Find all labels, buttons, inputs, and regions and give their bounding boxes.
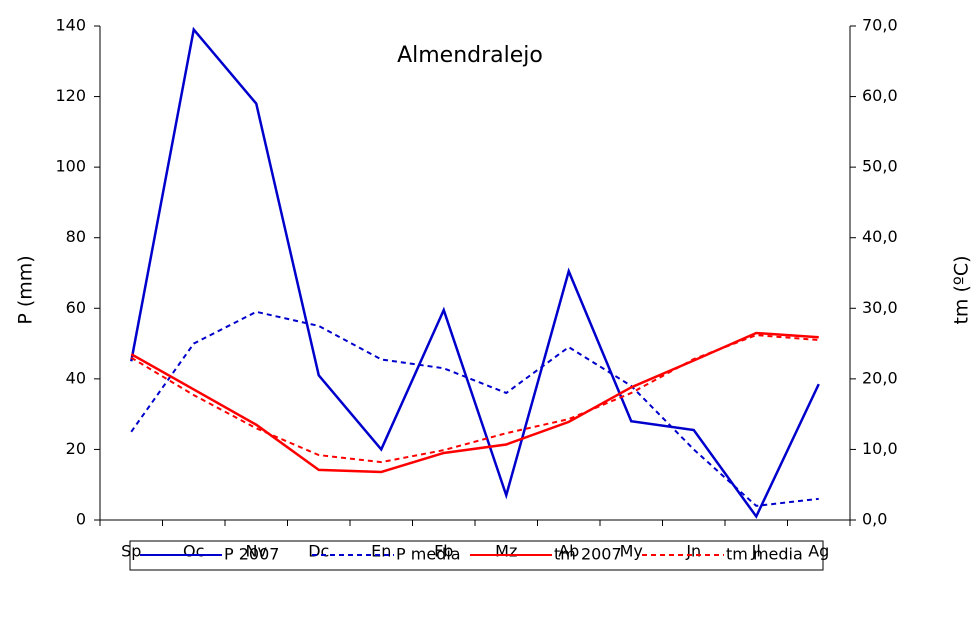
x-tick-label: My	[620, 542, 643, 561]
x-tick-label: Ag	[808, 542, 829, 561]
x-tick-label: Dc	[308, 542, 329, 561]
x-tick-label: Mz	[495, 542, 517, 561]
series-line	[130, 334, 819, 464]
x-tick-label: Jl	[751, 542, 761, 561]
x-tick-label: Oc	[183, 542, 204, 561]
chart-title: Almendralejo	[397, 43, 543, 68]
legend-label: P 2007	[224, 545, 279, 564]
y2-tick-label: 40,0	[862, 227, 898, 246]
y-tick-label: 60	[66, 298, 86, 317]
x-tick-label: Ab	[558, 542, 579, 561]
legend-label: P media	[396, 545, 461, 564]
y2-tick-label: 0,0	[862, 510, 887, 529]
series-line	[130, 26, 820, 519]
y2-axis-label: tm (ºC)	[951, 255, 973, 324]
y-tick-label: 20	[66, 439, 86, 458]
legend-label: tm 2007	[554, 545, 622, 564]
y-tick-label: 120	[55, 86, 86, 105]
y-tick-label: 140	[55, 16, 86, 35]
x-tick-label: Jn	[685, 542, 701, 561]
y-tick-label: 40	[66, 368, 86, 387]
y2-tick-label: 20,0	[862, 368, 898, 387]
y2-tick-label: 30,0	[862, 298, 898, 317]
y-tick-label: 80	[66, 227, 86, 246]
x-tick-label: Nv	[246, 542, 267, 561]
y2-tick-label: 70,0	[862, 16, 898, 35]
y-axis-label: P (mm)	[15, 255, 37, 324]
legend-label: tm media	[726, 545, 803, 564]
x-tick-label: Fb	[434, 542, 453, 561]
series-line	[130, 310, 819, 507]
y2-tick-label: 60,0	[862, 86, 898, 105]
x-tick-label: Sp	[121, 542, 141, 561]
y2-tick-label: 50,0	[862, 157, 898, 176]
y-tick-label: 0	[76, 510, 86, 529]
y-tick-label: 100	[55, 157, 86, 176]
x-tick-label: En	[371, 542, 391, 561]
y2-tick-label: 10,0	[862, 439, 898, 458]
